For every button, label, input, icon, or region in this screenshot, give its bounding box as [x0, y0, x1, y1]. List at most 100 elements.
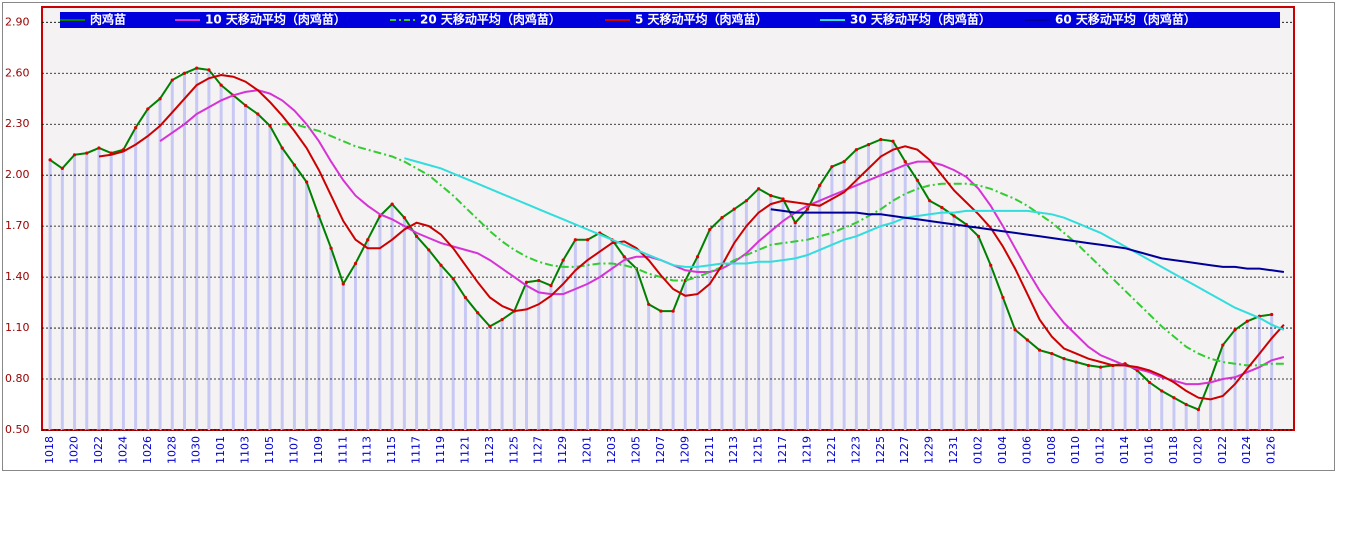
bar	[1135, 370, 1139, 430]
point	[329, 246, 333, 250]
bar	[1123, 363, 1127, 430]
bar	[1086, 365, 1090, 430]
bar	[231, 95, 235, 431]
bar	[1245, 321, 1249, 430]
bar	[769, 195, 773, 430]
bar	[109, 153, 113, 431]
bar	[427, 249, 431, 430]
point	[769, 193, 773, 198]
point	[903, 159, 907, 164]
point	[793, 221, 797, 225]
point	[402, 216, 406, 220]
y-tick-label: 2.00	[5, 168, 30, 181]
point	[1147, 380, 1152, 385]
bar	[891, 141, 895, 430]
y-tick-label: 2.90	[5, 15, 30, 28]
point	[305, 180, 309, 184]
point	[390, 202, 394, 206]
x-tick-label: 1119	[434, 436, 447, 464]
point	[1233, 328, 1237, 332]
x-tick-label: 1217	[776, 436, 789, 464]
x-tick-label: 1105	[263, 436, 276, 464]
legend-label: 30 天移动平均（肉鸡苗）	[850, 12, 991, 27]
point	[537, 278, 541, 283]
series-line	[282, 123, 1284, 367]
bar	[586, 239, 590, 430]
y-tick-label: 1.40	[5, 270, 30, 283]
bar	[537, 280, 541, 430]
bar	[781, 198, 785, 430]
point	[451, 277, 455, 281]
legend-label: 5 天移动平均（肉鸡苗）	[635, 12, 768, 27]
bar	[97, 148, 101, 430]
bar	[1270, 314, 1274, 430]
point	[1270, 312, 1274, 317]
x-tick-label: 1030	[190, 436, 203, 464]
point	[60, 166, 64, 170]
bar	[476, 312, 480, 430]
x-tick-label: 0122	[1216, 436, 1229, 464]
x-tick-label: 0112	[1094, 436, 1107, 464]
point	[1025, 338, 1029, 342]
bar	[805, 209, 809, 430]
point	[940, 205, 944, 210]
bar	[1233, 329, 1237, 430]
point	[659, 309, 663, 313]
point	[1245, 319, 1249, 323]
x-tick-label: 0120	[1191, 436, 1204, 464]
point	[366, 238, 370, 242]
x-tick-label: 1129	[556, 436, 569, 464]
point	[463, 295, 468, 300]
legend-label: 10 天移动平均（肉鸡苗）	[205, 12, 346, 27]
point	[170, 78, 174, 82]
point	[48, 158, 52, 162]
x-tick-label: 0102	[972, 436, 985, 464]
legend-box	[60, 12, 1280, 28]
point	[1013, 328, 1017, 332]
bar	[708, 229, 712, 430]
point	[866, 143, 871, 147]
bar	[1184, 404, 1188, 430]
bar	[292, 164, 296, 430]
point	[744, 199, 749, 203]
bar	[696, 256, 700, 430]
bar	[573, 239, 577, 430]
x-tick-label: 1022	[92, 436, 105, 464]
point	[647, 302, 651, 306]
x-tick-label: 1223	[849, 436, 862, 464]
bar	[451, 278, 455, 430]
x-tick-label: 1229	[923, 436, 936, 464]
bar	[1257, 316, 1261, 430]
bar	[622, 256, 626, 430]
y-tick-label: 0.80	[5, 372, 30, 385]
bar	[928, 200, 932, 430]
point	[280, 146, 284, 150]
bar	[647, 304, 651, 430]
point	[1037, 348, 1042, 352]
bar	[1025, 339, 1029, 430]
point	[573, 238, 577, 242]
bar	[598, 232, 602, 430]
bar	[280, 148, 284, 430]
bar	[1111, 365, 1115, 430]
point	[989, 263, 993, 267]
bar	[1148, 382, 1152, 430]
y-tick-label: 1.10	[5, 321, 30, 334]
point	[500, 317, 504, 322]
x-tick-label: 1203	[605, 436, 618, 464]
x-tick-label: 0104	[996, 436, 1009, 464]
bar	[1172, 397, 1176, 430]
bar	[268, 125, 272, 431]
bar	[964, 224, 968, 430]
bar	[1038, 350, 1042, 430]
bar	[989, 265, 993, 430]
point	[781, 197, 785, 201]
point	[1160, 389, 1164, 393]
bar	[1074, 362, 1078, 430]
bar	[549, 285, 553, 430]
point	[476, 311, 480, 315]
bar	[317, 215, 321, 430]
x-tick-label: 1215	[752, 436, 765, 464]
x-tick-label: 1111	[336, 436, 349, 464]
point	[549, 284, 553, 288]
